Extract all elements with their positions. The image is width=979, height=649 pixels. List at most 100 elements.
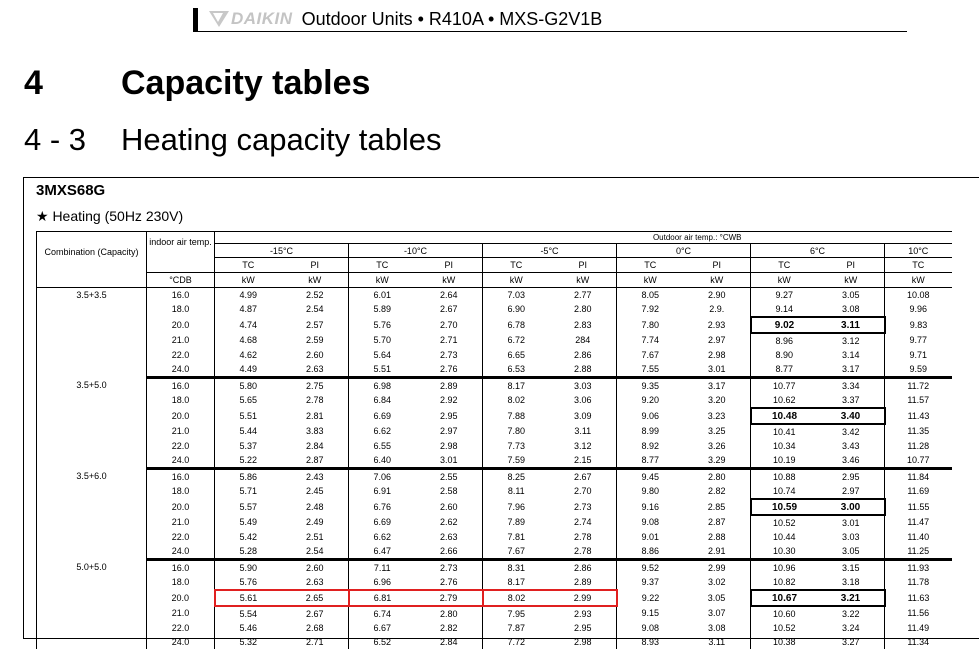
pi-value: 2.82 (684, 484, 751, 499)
pi-value: 2.80 (550, 302, 617, 317)
pi-value: 3.24 (818, 621, 885, 635)
brand-logo-text: DAIKIN (231, 9, 293, 29)
unit-label: kW (885, 273, 952, 288)
indoor-temp-value: 21.0 (147, 424, 215, 439)
tc-value: 10.67 (751, 590, 818, 606)
table-subtitle: ★ Heating (50Hz 230V) (36, 208, 183, 225)
tc-value: 5.76 (349, 317, 416, 333)
tc-value: 6.78 (483, 317, 550, 333)
pi-value: 3.21 (818, 590, 885, 606)
tc-value: 9.77 (885, 333, 952, 348)
pi-value: 3.12 (550, 439, 617, 453)
pi-value: 3.26 (684, 439, 751, 453)
indoor-temp-value: 24.0 (147, 453, 215, 469)
tc-value: 8.86 (617, 544, 684, 560)
tc-value: 7.73 (483, 439, 550, 453)
tc-value: 9.37 (617, 575, 684, 590)
tc-value: 6.52 (349, 635, 416, 649)
pi-value: 2.78 (550, 544, 617, 560)
tc-value: 7.67 (617, 348, 684, 362)
pi-value: 2.54 (282, 544, 349, 560)
tc-value: 6.62 (349, 424, 416, 439)
tc-value: 11.84 (885, 469, 952, 485)
tc-value: 11.55 (885, 499, 952, 515)
tc-value: 8.77 (751, 362, 818, 378)
pi-value: 2.98 (684, 348, 751, 362)
tc-value: 8.31 (483, 560, 550, 576)
pi-value: 2.54 (282, 302, 349, 317)
tc-value: 11.43 (885, 408, 952, 424)
tc-value: 11.35 (885, 424, 952, 439)
tc-value: 9.27 (751, 288, 818, 303)
pi-value: 2.70 (416, 317, 483, 333)
tc-value: 7.89 (483, 515, 550, 530)
tc-value-highlighted: 8.02 (483, 590, 550, 606)
pi-value: 3.08 (818, 302, 885, 317)
tc-value: 7.81 (483, 530, 550, 544)
chapter-number: 4 (24, 64, 43, 103)
tc-value: 7.67 (483, 544, 550, 560)
tc-value: 6.69 (349, 408, 416, 424)
tc-value: 8.17 (483, 575, 550, 590)
pi-value: 2.60 (282, 348, 349, 362)
tc-value: 7.95 (483, 606, 550, 621)
pi-value: 2.80 (416, 606, 483, 621)
pi-value: 2.76 (416, 575, 483, 590)
pi-value: 2.99 (684, 560, 751, 576)
pi-value: 2.71 (282, 635, 349, 649)
tc-col-header: TC (483, 258, 550, 273)
tc-value: 7.92 (617, 302, 684, 317)
pi-value: 2.89 (550, 575, 617, 590)
tc-value: 9.71 (885, 348, 952, 362)
tc-value: 10.59 (751, 499, 818, 515)
combination-value: 5.0+5.0 (37, 560, 147, 649)
indoor-temp-header: indoor air temp. (147, 232, 215, 273)
outdoor-temp-5: 10°C (885, 244, 952, 258)
indoor-temp-value: 21.0 (147, 606, 215, 621)
pi-value: 2.58 (416, 484, 483, 499)
tc-value: 11.56 (885, 606, 952, 621)
pi-value: 2.90 (684, 288, 751, 303)
pi-value: 2.67 (282, 606, 349, 621)
heating-capacity-table: Combination (Capacity) indoor air temp. … (36, 231, 952, 649)
indoor-temp-value: 20.0 (147, 317, 215, 333)
tc-value: 10.74 (751, 484, 818, 499)
unit-label: kW (684, 273, 751, 288)
tc-col-header: TC (215, 258, 282, 273)
pi-value: 2.97 (818, 484, 885, 499)
pi-value: 3.14 (818, 348, 885, 362)
tc-value: 10.44 (751, 530, 818, 544)
tc-value: 7.06 (349, 469, 416, 485)
outdoor-temp-2: -5°C (483, 244, 617, 258)
tc-value: 9.20 (617, 393, 684, 408)
pi-value: 3.06 (550, 393, 617, 408)
pi-value: 2.71 (416, 333, 483, 348)
pi-value: 2.67 (416, 302, 483, 317)
tc-value: 8.93 (617, 635, 684, 649)
pi-value: 2.59 (282, 333, 349, 348)
tc-value: 11.69 (885, 484, 952, 499)
pi-value: 3.00 (818, 499, 885, 515)
tc-value: 7.80 (617, 317, 684, 333)
page-header: DAIKIN Outdoor Units • R410A • MXS-G2V1B (209, 7, 602, 31)
pi-value-highlighted: 2.99 (550, 590, 617, 606)
pi-value: 2.73 (416, 560, 483, 576)
section-title: Heating capacity tables (121, 122, 442, 158)
tc-value: 9.06 (617, 408, 684, 424)
tc-value: 11.34 (885, 635, 952, 649)
pi-value: 2.55 (416, 469, 483, 485)
pi-value: 3.83 (282, 424, 349, 439)
tc-value: 6.98 (349, 378, 416, 394)
outdoor-temp-3: 0°C (617, 244, 751, 258)
tc-value: 6.90 (483, 302, 550, 317)
tc-value: 8.02 (483, 393, 550, 408)
tc-value: 5.86 (215, 469, 282, 485)
tc-value: 8.11 (483, 484, 550, 499)
tc-value: 5.44 (215, 424, 282, 439)
pi-value: 2.78 (550, 530, 617, 544)
